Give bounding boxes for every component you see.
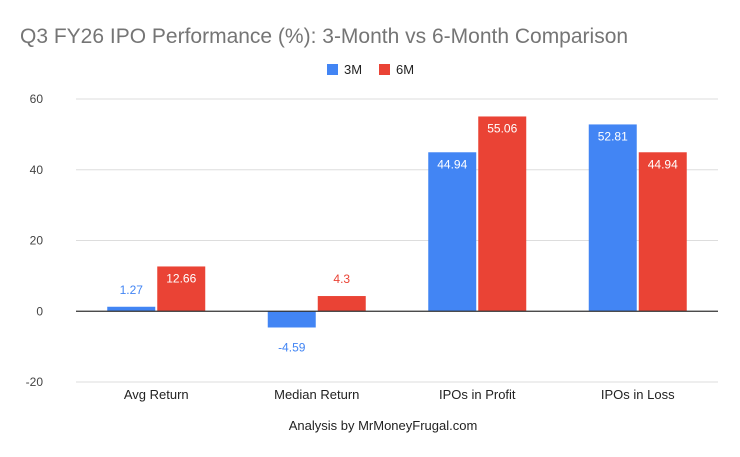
y-tick-label: 60 — [30, 92, 44, 106]
data-label: 4.3 — [333, 272, 350, 286]
legend-label: 3M — [344, 62, 362, 77]
chart-title: Q3 FY26 IPO Performance (%): 3-Month vs … — [20, 25, 628, 48]
data-label: -4.59 — [278, 340, 306, 354]
axes: -20 0 20 40 60 Avg Return Median Return IPOs in… — [26, 92, 718, 402]
legend-label: 6M — [396, 62, 414, 77]
x-axis-label: Analysis by MrMoneyFrugal.com — [289, 418, 478, 433]
data-label: 44.94 — [437, 157, 467, 171]
bars — [107, 116, 687, 328]
y-tick-label: 40 — [30, 163, 44, 177]
bar-3m — [588, 124, 637, 312]
x-tick-label: Median Return — [274, 387, 359, 402]
y-tick-label: -20 — [26, 375, 44, 389]
data-label: 55.06 — [487, 121, 517, 135]
bar-6m — [478, 116, 527, 312]
data-labels: 1.27 12.66 -4.59 4.3 44.94 55.06 52.81 44.94 — [120, 121, 679, 354]
bar-6m — [157, 266, 206, 312]
data-label: 1.27 — [120, 283, 144, 297]
data-label: 44.94 — [648, 157, 678, 171]
data-label: 52.81 — [598, 129, 628, 143]
y-tick-label: 20 — [30, 234, 44, 248]
bar-6m — [317, 296, 366, 312]
bar-6m — [638, 152, 687, 312]
bar-3m — [267, 311, 316, 328]
legend-swatch — [379, 64, 390, 75]
x-tick-label: IPOs in Loss — [601, 387, 675, 402]
x-tick-label: IPOs in Profit — [439, 387, 516, 402]
bar-3m — [107, 306, 156, 312]
x-tick-label: Avg Return — [124, 387, 189, 402]
y-tick-label: 0 — [36, 304, 43, 318]
data-label: 12.66 — [166, 271, 196, 285]
legend: 3M 6M — [327, 62, 414, 77]
bar-3m — [428, 152, 477, 312]
legend-swatch — [327, 64, 338, 75]
